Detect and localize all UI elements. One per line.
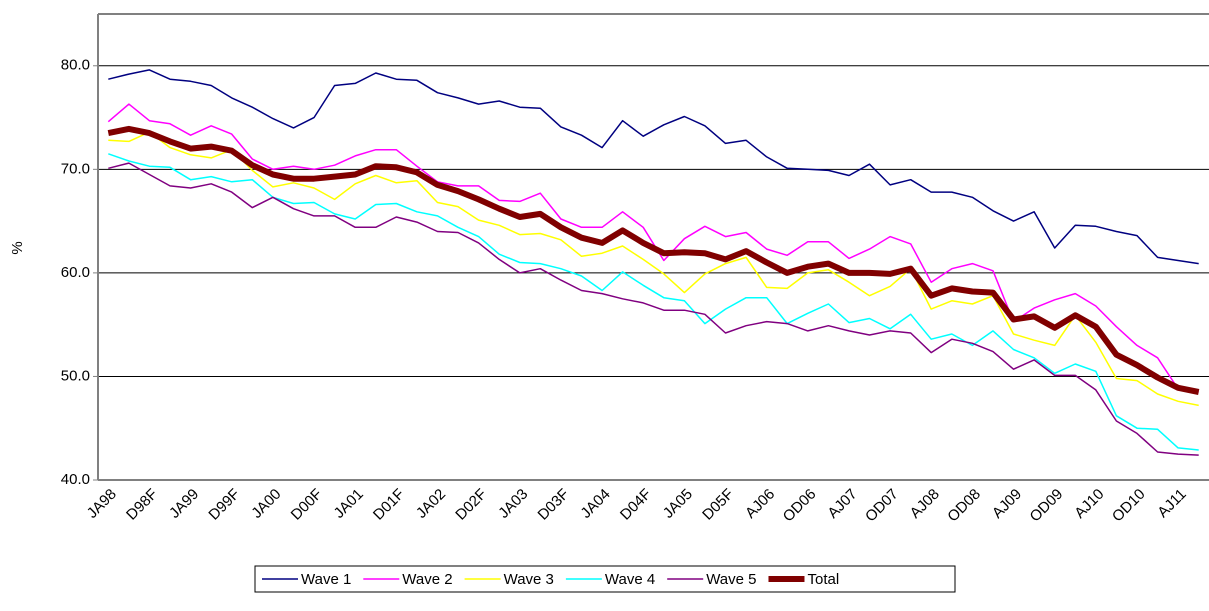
y-tick-label: 40.0 [61, 471, 90, 488]
legend-label: Wave 2 [402, 571, 452, 588]
y-tick-label: 60.0 [61, 264, 90, 281]
x-tick-label: JA04 [577, 486, 613, 522]
series-line [108, 153, 1199, 451]
legend-label: Wave 3 [504, 571, 554, 588]
x-tick-label: D00F [288, 486, 326, 524]
x-tick-label: OD06 [780, 486, 820, 526]
y-tick-label: 70.0 [61, 160, 90, 177]
x-tick-label: OD07 [862, 486, 902, 526]
x-tick-label: OD09 [1027, 486, 1067, 526]
y-axis-label: % [9, 241, 26, 254]
x-tick-label: AJ11 [1154, 486, 1189, 521]
x-tick-label: JA05 [660, 486, 696, 522]
x-tick-label: D02F [452, 486, 490, 524]
x-tick-label: JA03 [495, 486, 531, 522]
x-tick-label: D98F [123, 486, 161, 524]
y-tick-label: 50.0 [61, 367, 90, 384]
x-tick-label: AJ09 [989, 486, 1025, 522]
legend-label: Wave 5 [706, 571, 756, 588]
series-line [107, 125, 1200, 395]
x-tick-label: D05F [699, 486, 737, 524]
x-tick-label: JA98 [84, 486, 120, 522]
x-tick-label: D04F [617, 486, 655, 524]
x-tick-label: JA99 [166, 486, 202, 522]
x-tick-label: D01F [370, 486, 408, 524]
x-tick-label: JA00 [248, 486, 284, 522]
x-tick-label: AJ10 [1071, 486, 1107, 522]
legend-label: Total [807, 571, 839, 588]
x-tick-label: AJ06 [742, 486, 778, 522]
x-tick-label: JA02 [413, 486, 449, 522]
x-tick-label: D03F [535, 486, 573, 524]
legend-label: Wave 4 [605, 571, 655, 588]
series-line [108, 162, 1199, 456]
legend-label: Wave 1 [301, 571, 351, 588]
series-line [108, 69, 1199, 265]
y-tick-label: 80.0 [61, 57, 90, 74]
x-tick-label: JA01 [331, 486, 367, 522]
x-tick-label: AJ08 [907, 486, 943, 522]
series-line [108, 131, 1199, 407]
x-tick-label: D99F [205, 486, 243, 524]
x-tick-label: OD08 [944, 486, 984, 526]
x-tick-label: AJ07 [824, 486, 860, 522]
x-tick-label: OD10 [1109, 486, 1149, 526]
